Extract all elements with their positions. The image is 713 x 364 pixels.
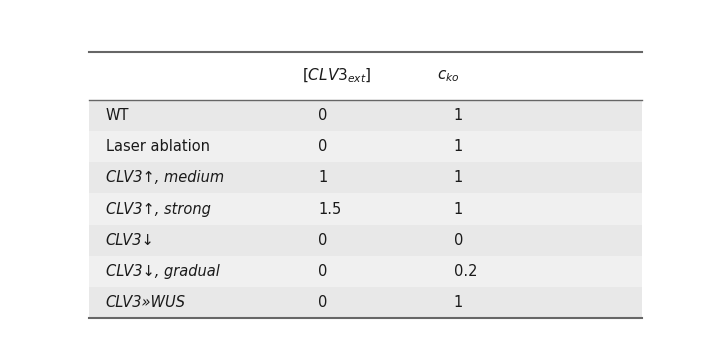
Bar (89, 100, 642, 131)
Bar (89, 287, 642, 318)
Text: 0: 0 (319, 295, 328, 310)
Text: 1: 1 (454, 170, 463, 185)
Text: 0: 0 (319, 108, 328, 123)
Bar (89, 193, 642, 225)
Text: $\mathit{[CLV3}_{ext}\mathit{]}$: $\mathit{[CLV3}_{ext}\mathit{]}$ (302, 67, 371, 85)
Text: 0: 0 (319, 139, 328, 154)
Text: 1: 1 (454, 108, 463, 123)
Text: CLV3»WUS: CLV3»WUS (106, 295, 185, 310)
Text: CLV3↓: CLV3↓ (106, 233, 155, 248)
Text: CLV3↑, medium: CLV3↑, medium (106, 170, 224, 185)
Text: 1: 1 (454, 139, 463, 154)
Bar (89, 162, 642, 193)
Bar (89, 131, 642, 162)
Text: $\mathit{c}_{ko}$: $\mathit{c}_{ko}$ (437, 68, 460, 84)
Text: 1: 1 (319, 170, 328, 185)
Text: 0: 0 (319, 264, 328, 279)
Text: CLV3↓, gradual: CLV3↓, gradual (106, 264, 220, 279)
Text: 0.2: 0.2 (454, 264, 477, 279)
Text: 0: 0 (454, 233, 463, 248)
Text: 1.5: 1.5 (319, 202, 342, 217)
Text: CLV3↑, strong: CLV3↑, strong (106, 202, 210, 217)
Bar (89, 225, 642, 256)
Text: 0: 0 (319, 233, 328, 248)
Text: 1: 1 (454, 202, 463, 217)
Text: WT: WT (106, 108, 129, 123)
Text: Laser ablation: Laser ablation (106, 139, 210, 154)
Text: 1: 1 (454, 295, 463, 310)
Bar (89, 256, 642, 287)
